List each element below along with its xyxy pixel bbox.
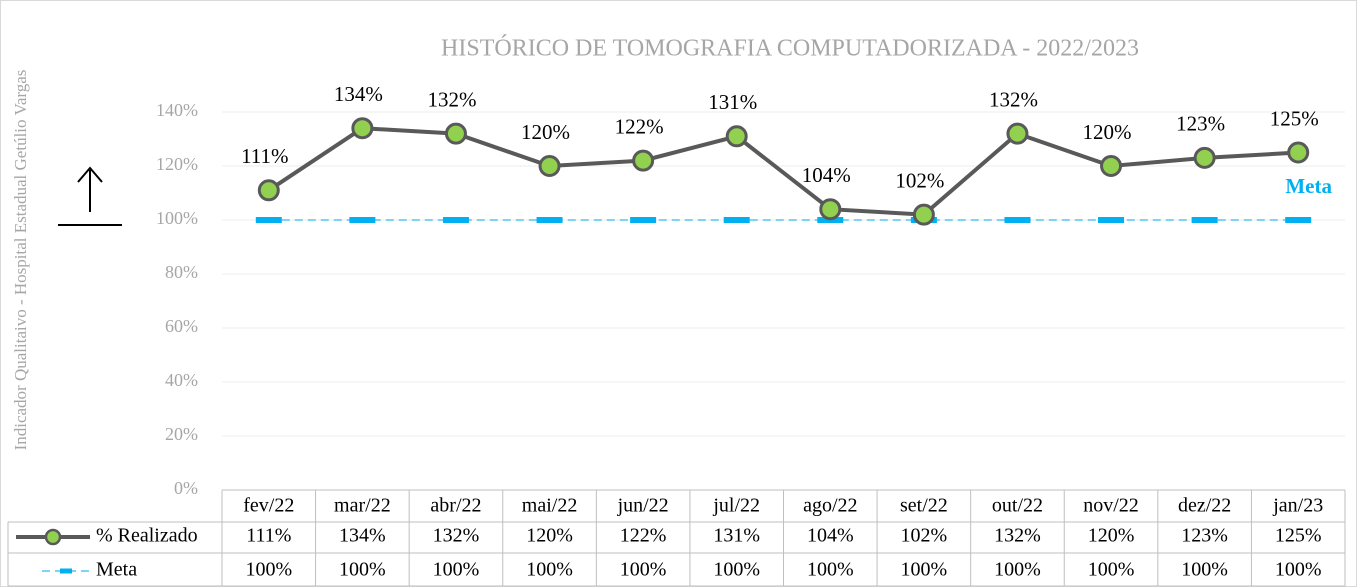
table-cell: 104%: [807, 525, 854, 547]
realizado-marker: [912, 203, 935, 226]
x-tick-label: fev/22: [243, 495, 294, 517]
up-arrow-icon: [58, 166, 122, 226]
y-tick-label: 80%: [165, 262, 198, 282]
x-tick-label: mar/22: [334, 495, 391, 517]
realizado-line: [267, 126, 1299, 217]
data-label: 120%: [1083, 120, 1132, 144]
realizado-marker: [538, 155, 561, 177]
realizado-marker: [1287, 141, 1310, 164]
table-cell: 100%: [713, 559, 760, 581]
y-axis-title: Indicador Qualitaivo - Hospital Estadual…: [11, 70, 30, 451]
y-tick-label: 20%: [165, 424, 198, 444]
table-cell: 125%: [1275, 525, 1322, 547]
realizado-marker: [257, 179, 280, 202]
y-tick-label: 60%: [165, 316, 198, 336]
realizado-marker: [819, 198, 842, 221]
data-label: 123%: [1176, 112, 1225, 136]
table-cell: 100%: [994, 559, 1041, 581]
x-tick-label: jan/23: [1272, 495, 1323, 517]
data-label: 125%: [1270, 106, 1319, 130]
x-tick-label: dez/22: [1178, 495, 1231, 517]
table-cell: 100%: [1275, 559, 1322, 581]
data-label: 134%: [334, 82, 383, 106]
y-tick-label: 140%: [156, 100, 198, 120]
x-tick-label: jun/22: [617, 495, 669, 517]
data-label: 132%: [427, 87, 476, 111]
table-cell: 100%: [1088, 559, 1135, 581]
table-cell: 100%: [526, 559, 573, 581]
table-cell: 100%: [339, 559, 386, 581]
table-cell: 120%: [1088, 525, 1135, 547]
x-tick-label: abr/22: [430, 495, 481, 517]
table-cell: 134%: [339, 525, 386, 547]
table-cell: 102%: [901, 525, 948, 547]
x-tick-label: set/22: [900, 495, 948, 517]
y-tick-label: 0%: [174, 478, 198, 498]
legend-label: % Realizado: [96, 525, 198, 547]
data-label: 122%: [615, 114, 664, 138]
chart-title: HISTÓRICO DE TOMOGRAFIA COMPUTADORIZADA …: [441, 35, 1139, 62]
table-cell: 131%: [713, 525, 760, 547]
table-cell: 123%: [1181, 525, 1228, 547]
realizado-marker: [725, 125, 748, 148]
legend-label: Meta: [96, 559, 137, 581]
x-tick-label: ago/22: [803, 495, 857, 517]
x-tick-label: jul/22: [712, 495, 760, 517]
x-tick-label: out/22: [992, 495, 1043, 517]
realizado-marker: [1006, 122, 1029, 145]
table-cell: 122%: [620, 525, 667, 547]
realizado-marker: [444, 122, 467, 145]
table-cell: 100%: [1181, 559, 1228, 581]
y-tick-label: 120%: [156, 154, 198, 174]
data-label: 102%: [895, 168, 944, 192]
data-label: 132%: [989, 87, 1038, 111]
table-cell: 100%: [807, 559, 854, 581]
x-tick-label: mai/22: [522, 495, 578, 517]
table-cell: 100%: [433, 559, 480, 581]
legend-marker: [44, 528, 62, 546]
table-cell: 132%: [994, 525, 1041, 547]
realizado-marker: [351, 117, 374, 140]
realizado-marker: [1100, 155, 1123, 177]
y-tick-label: 40%: [165, 370, 198, 390]
realizado-marker: [632, 149, 655, 172]
table-cell: 111%: [246, 525, 291, 547]
data-label: 111%: [241, 144, 288, 168]
table-cell: 132%: [433, 525, 480, 547]
table-cell: 100%: [620, 559, 667, 581]
meta-annotation: Meta: [1285, 174, 1332, 198]
data-label: 104%: [802, 163, 851, 187]
table-cell: 100%: [901, 559, 948, 581]
x-tick-label: nov/22: [1083, 495, 1139, 517]
y-tick-label: 100%: [156, 208, 198, 228]
realizado-marker: [1193, 146, 1216, 169]
table-cell: 100%: [245, 559, 292, 581]
data-label: 131%: [708, 90, 757, 114]
data-label: 120%: [521, 120, 570, 144]
table-cell: 120%: [526, 525, 573, 547]
